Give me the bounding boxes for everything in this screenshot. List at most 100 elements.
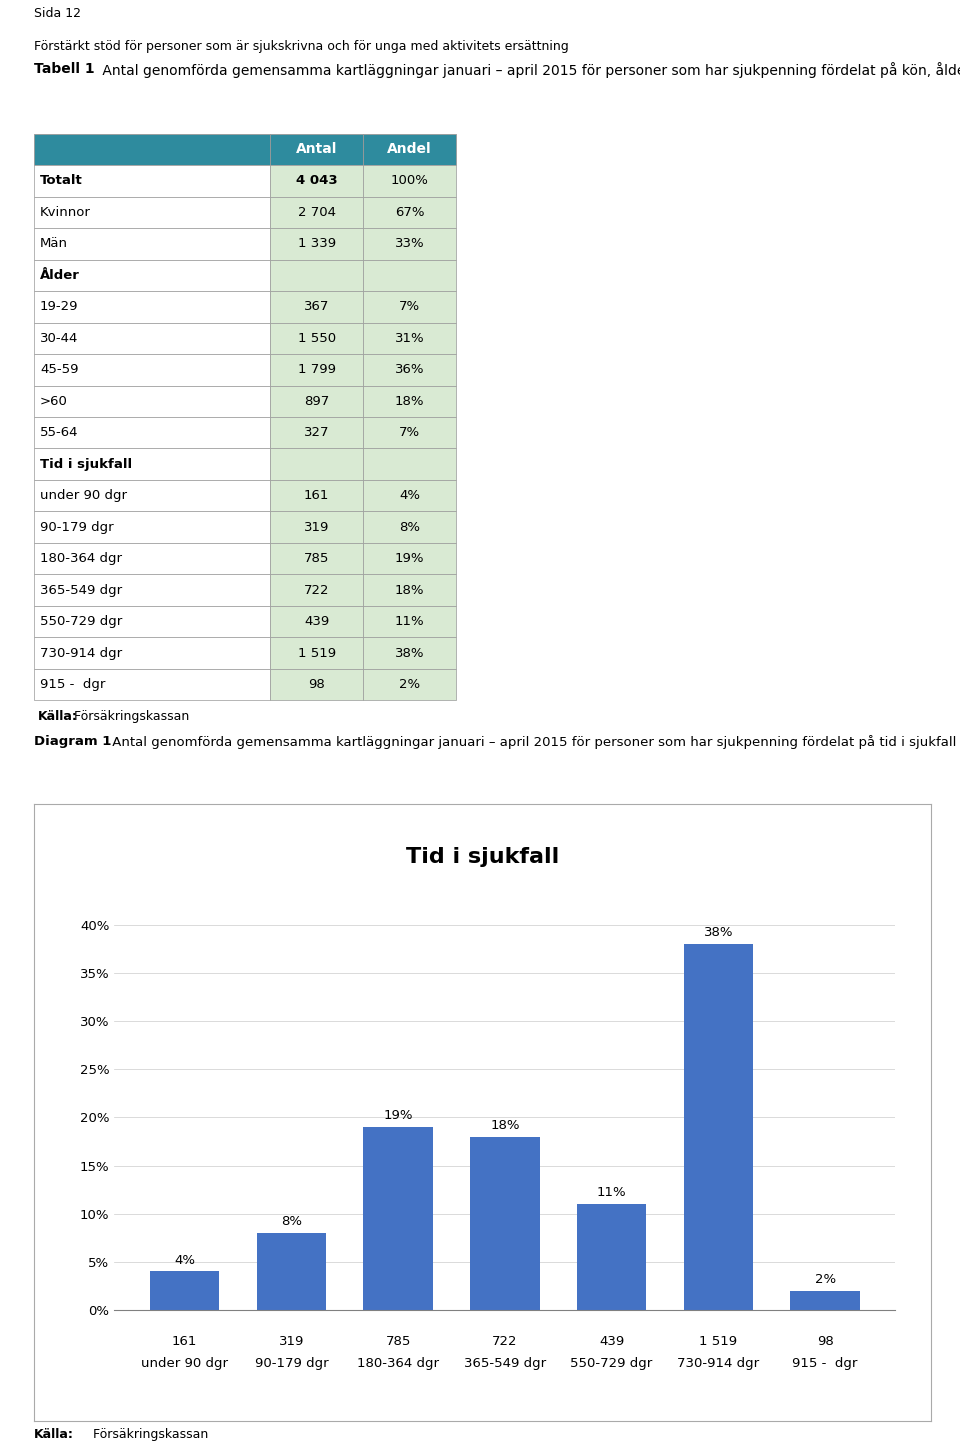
- Text: 31%: 31%: [395, 331, 424, 344]
- Text: 45-59: 45-59: [40, 363, 79, 376]
- Text: 1 799: 1 799: [298, 363, 336, 376]
- Bar: [790, 1290, 860, 1311]
- Bar: [270, 260, 363, 291]
- Text: 90-179 dgr: 90-179 dgr: [254, 1357, 328, 1370]
- Bar: [363, 543, 456, 574]
- Bar: [34, 196, 270, 228]
- Text: 7%: 7%: [399, 301, 420, 314]
- Text: 722: 722: [304, 584, 329, 597]
- Bar: [270, 323, 363, 355]
- Bar: [270, 291, 363, 323]
- Text: 785: 785: [304, 552, 329, 565]
- Text: 915 -  dgr: 915 - dgr: [792, 1357, 858, 1370]
- Text: 55-64: 55-64: [40, 426, 79, 439]
- Bar: [363, 355, 456, 385]
- Bar: [270, 166, 363, 196]
- Text: 550-729 dgr: 550-729 dgr: [40, 615, 122, 628]
- Bar: [363, 323, 456, 355]
- Bar: [363, 638, 456, 668]
- Bar: [34, 228, 270, 260]
- Text: 550-729 dgr: 550-729 dgr: [570, 1357, 653, 1370]
- Text: 90-179 dgr: 90-179 dgr: [40, 520, 113, 533]
- Bar: [363, 479, 456, 511]
- Text: 2%: 2%: [814, 1273, 835, 1286]
- Bar: [270, 228, 363, 260]
- Text: Sida 12: Sida 12: [34, 7, 81, 20]
- Text: 180-364 dgr: 180-364 dgr: [357, 1357, 439, 1370]
- Text: 98: 98: [308, 679, 325, 692]
- Bar: [34, 574, 270, 606]
- Text: 19%: 19%: [395, 552, 424, 565]
- Bar: [270, 668, 363, 700]
- Text: 8%: 8%: [399, 520, 420, 533]
- Text: 2 704: 2 704: [298, 206, 336, 219]
- Text: 785: 785: [385, 1335, 411, 1348]
- Bar: [34, 511, 270, 543]
- Text: 1 339: 1 339: [298, 237, 336, 250]
- Bar: [270, 355, 363, 385]
- Text: Förstärkt stöd för personer som är sjukskrivna och för unga med aktivitets ersät: Förstärkt stöd för personer som är sjuks…: [34, 41, 568, 54]
- Bar: [363, 574, 456, 606]
- Text: 327: 327: [304, 426, 329, 439]
- Text: 100%: 100%: [391, 174, 428, 187]
- Bar: [270, 606, 363, 638]
- Text: 1 519: 1 519: [699, 1335, 737, 1348]
- Text: Tid i sjukfall: Tid i sjukfall: [406, 847, 559, 867]
- Text: 722: 722: [492, 1335, 517, 1348]
- Text: 38%: 38%: [395, 647, 424, 660]
- Bar: [363, 166, 456, 196]
- Bar: [34, 355, 270, 385]
- Text: Försäkringskassan: Försäkringskassan: [69, 711, 189, 722]
- Text: >60: >60: [40, 395, 68, 408]
- Text: Kvinnor: Kvinnor: [40, 206, 91, 219]
- Text: 367: 367: [304, 301, 329, 314]
- Text: 365-549 dgr: 365-549 dgr: [40, 584, 122, 597]
- Text: 365-549 dgr: 365-549 dgr: [464, 1357, 546, 1370]
- Text: 915 -  dgr: 915 - dgr: [40, 679, 106, 692]
- Text: 19%: 19%: [383, 1109, 413, 1122]
- Text: 2%: 2%: [399, 679, 420, 692]
- Text: 161: 161: [304, 490, 329, 503]
- Text: Antal genomförda gemensamma kartläggningar januari – april 2015 för personer som: Antal genomförda gemensamma kartläggning…: [108, 735, 956, 750]
- Text: 18%: 18%: [491, 1119, 519, 1132]
- Text: 439: 439: [304, 615, 329, 628]
- Text: Män: Män: [40, 237, 68, 250]
- Text: 1 519: 1 519: [298, 647, 336, 660]
- Text: Antal genomförda gemensamma kartläggningar januari – april 2015 för personer som: Antal genomförda gemensamma kartläggning…: [98, 62, 960, 78]
- Bar: [363, 196, 456, 228]
- Text: 18%: 18%: [395, 395, 424, 408]
- Bar: [363, 291, 456, 323]
- Bar: [270, 511, 363, 543]
- Bar: [34, 134, 270, 166]
- Bar: [34, 260, 270, 291]
- Bar: [577, 1205, 646, 1311]
- Text: 67%: 67%: [395, 206, 424, 219]
- Bar: [270, 196, 363, 228]
- Text: under 90 dgr: under 90 dgr: [40, 490, 127, 503]
- Text: 1 550: 1 550: [298, 331, 336, 344]
- Bar: [470, 1136, 540, 1311]
- Text: 439: 439: [599, 1335, 624, 1348]
- Bar: [363, 228, 456, 260]
- Bar: [34, 323, 270, 355]
- Bar: [34, 543, 270, 574]
- Text: 36%: 36%: [395, 363, 424, 376]
- Text: under 90 dgr: under 90 dgr: [141, 1357, 228, 1370]
- Text: 33%: 33%: [395, 237, 424, 250]
- Text: Källa:: Källa:: [34, 1428, 74, 1440]
- Text: Försäkringskassan: Försäkringskassan: [89, 1428, 208, 1440]
- Bar: [363, 606, 456, 638]
- Bar: [34, 385, 270, 417]
- Text: Tabell 1: Tabell 1: [34, 62, 94, 77]
- Text: 897: 897: [304, 395, 329, 408]
- Bar: [256, 1234, 326, 1311]
- Bar: [34, 417, 270, 449]
- Bar: [34, 166, 270, 196]
- Bar: [363, 668, 456, 700]
- Text: Andel: Andel: [387, 142, 432, 157]
- Text: 11%: 11%: [597, 1186, 627, 1199]
- Bar: [34, 449, 270, 479]
- Bar: [34, 606, 270, 638]
- Text: 8%: 8%: [281, 1215, 301, 1228]
- Bar: [34, 668, 270, 700]
